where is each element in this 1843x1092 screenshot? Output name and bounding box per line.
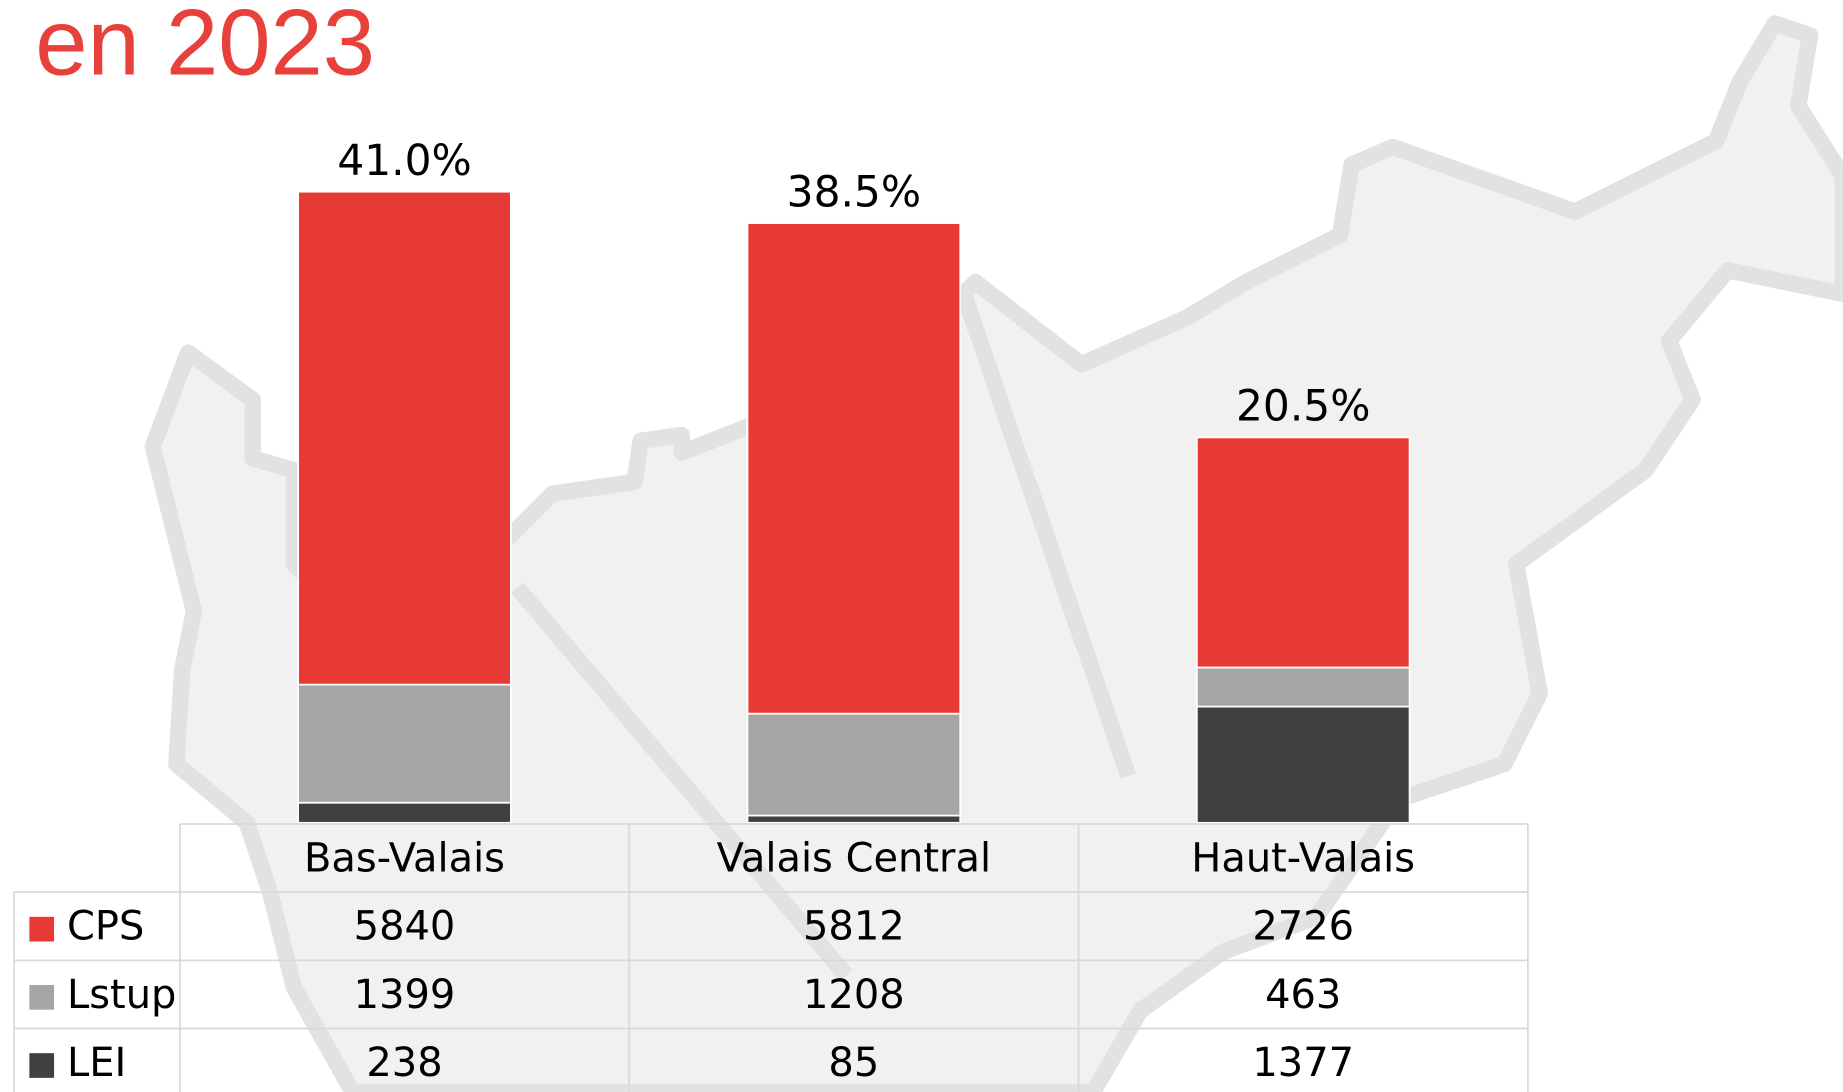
- legend-swatch: [29, 1053, 55, 1078]
- table-value: 5812: [803, 904, 905, 950]
- bar-segment: [1195, 436, 1411, 669]
- table-value: 238: [366, 1040, 442, 1086]
- legend-swatch: [29, 916, 55, 942]
- table-value: 1377: [1252, 1040, 1354, 1086]
- legend-label: LEI: [67, 1040, 126, 1086]
- total-label: 20.5%: [1236, 382, 1370, 431]
- chart-title: en 2023: [35, 0, 375, 94]
- legend-label: CPS: [67, 904, 144, 950]
- bar-segment: [1195, 666, 1411, 708]
- table-value: 2726: [1252, 904, 1354, 950]
- x-tick-label: Bas-Valais: [304, 835, 505, 881]
- table-value: 5840: [354, 904, 456, 950]
- x-tick-label: Valais Central: [717, 835, 991, 881]
- bar-segment: [297, 683, 512, 804]
- table-value: 1208: [803, 972, 905, 1018]
- bar-segment: [297, 801, 512, 824]
- bar-segment: [297, 190, 512, 686]
- x-tick-label: Haut-Valais: [1191, 835, 1415, 881]
- legend-label: Lstup: [67, 972, 176, 1018]
- bar-segment: [746, 712, 962, 817]
- bar-segment: [1195, 705, 1411, 824]
- table-value: 1399: [354, 972, 456, 1018]
- legend-swatch: [29, 985, 55, 1010]
- table-value: 463: [1265, 972, 1341, 1018]
- table-value: 85: [828, 1040, 879, 1086]
- total-label: 38.5%: [787, 167, 921, 216]
- total-label: 41.0%: [337, 136, 471, 185]
- map-border: [510, 291, 1137, 981]
- bar-segment: [746, 222, 962, 715]
- bar-segment: [746, 814, 962, 824]
